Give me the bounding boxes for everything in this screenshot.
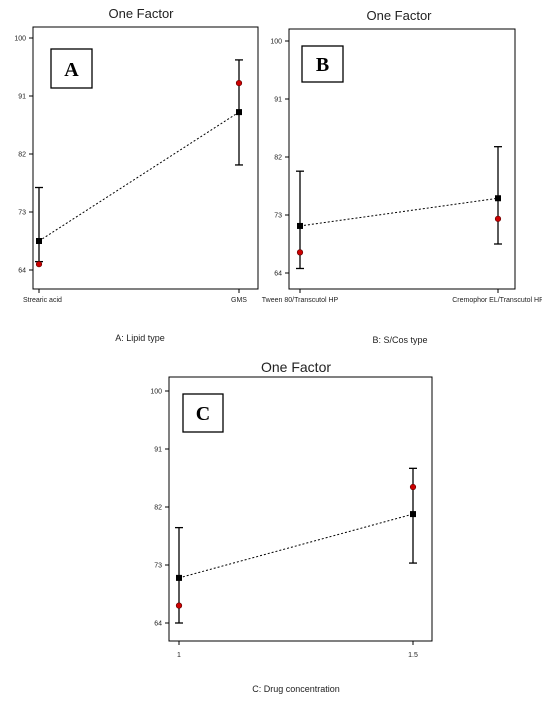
panel-b-marks: 64 73 82 91 100 Tween 80/Transcutol HP Cremoph… xyxy=(262,39,542,305)
panel-a-ytick-label-4: 100 xyxy=(14,36,26,43)
panel-b-ytick-label-0: 64 xyxy=(274,271,282,278)
panel-c-marks: 64 73 82 91 100 1 1.5 xyxy=(150,389,418,660)
panel-c: One Factor C C: Drug concentration 64 73 8… xyxy=(150,359,433,694)
panel-b-badge: B xyxy=(316,54,329,76)
panel-c-title: One Factor xyxy=(261,359,331,375)
panel-b-ytick-label-3: 91 xyxy=(274,97,282,104)
panel-b-observed-point-0 xyxy=(296,249,304,256)
panel-c-ytick-label-1: 73 xyxy=(154,563,162,570)
panel-a-ytick-label-0: 64 xyxy=(18,268,26,275)
panel-a-plot-area xyxy=(32,26,259,290)
panel-c-trend-line xyxy=(178,513,414,579)
panel-b-trend-line xyxy=(299,197,499,227)
panel-a-badge: A xyxy=(64,59,79,81)
panel-b: One Factor B B: S/Cos type 64 73 82 91 100 Tw… xyxy=(262,8,542,345)
panel-b-ytick-label-2: 82 xyxy=(274,155,282,162)
panel-a-marks: 64 73 82 91 100 Strearic acid GMS xyxy=(14,36,247,305)
panel-c-xlabel: C: Drug concentration xyxy=(252,684,340,694)
panel-b-predicted-point-0 xyxy=(297,222,303,229)
panel-a-ytick-label-2: 82 xyxy=(18,152,26,159)
panel-a-badge-box xyxy=(50,48,93,89)
panel-c-ytick-label-2: 82 xyxy=(154,505,162,512)
panel-c-xtick-label-0: 1 xyxy=(177,652,181,659)
panel-a-xlabel: A: Lipid type xyxy=(115,333,165,343)
panel-b-ytick-label-4: 100 xyxy=(270,39,282,46)
panel-a-observed-point-0 xyxy=(35,261,43,268)
panel-c-predicted-point-1 xyxy=(410,511,416,518)
panel-c-plot-area xyxy=(168,376,433,642)
panel-b-plot-area xyxy=(288,28,516,290)
panel-a: One Factor A A: Lipid type 64 73 82 91 100 St… xyxy=(14,6,259,343)
panel-c-observed-point-1 xyxy=(409,483,417,491)
panel-b-xtick-label-1: Cremophor EL/Transcutol HP xyxy=(452,297,542,304)
panel-c-ytick-label-0: 64 xyxy=(154,621,162,628)
panel-b-ytick-label-1: 73 xyxy=(274,213,282,220)
panel-c-predicted-point-0 xyxy=(176,574,182,581)
panel-a-xtick-label-0: Strearic acid xyxy=(23,297,62,304)
panel-c-ytick-label-4: 100 xyxy=(150,389,162,396)
panel-a-predicted-point-0 xyxy=(36,238,42,244)
panel-a-trend-line xyxy=(38,111,240,242)
panel-b-xlabel: B: S/Cos type xyxy=(372,335,427,345)
panel-b-title: One Factor xyxy=(366,8,432,23)
panel-b-predicted-point-1 xyxy=(495,195,501,202)
panel-a-predicted-point-1 xyxy=(236,109,242,116)
panel-c-badge: C xyxy=(196,403,210,425)
panel-b-xtick-label-0: Tween 80/Transcutol HP xyxy=(262,297,339,304)
panel-c-ytick-label-3: 91 xyxy=(154,447,162,454)
panel-a-ytick-label-1: 73 xyxy=(18,210,26,217)
panel-b-badge-box xyxy=(301,45,344,83)
panel-b-observed-point-1 xyxy=(494,215,502,222)
panel-a-xtick-label-1: GMS xyxy=(231,297,247,304)
panel-c-badge-box xyxy=(182,393,224,433)
panel-c-observed-point-0 xyxy=(175,602,183,609)
panel-c-xtick-label-1: 1.5 xyxy=(408,652,418,659)
panel-a-ytick-label-3: 91 xyxy=(18,94,26,101)
panel-a-title: One Factor xyxy=(108,6,174,21)
panel-a-observed-point-1 xyxy=(235,80,243,87)
